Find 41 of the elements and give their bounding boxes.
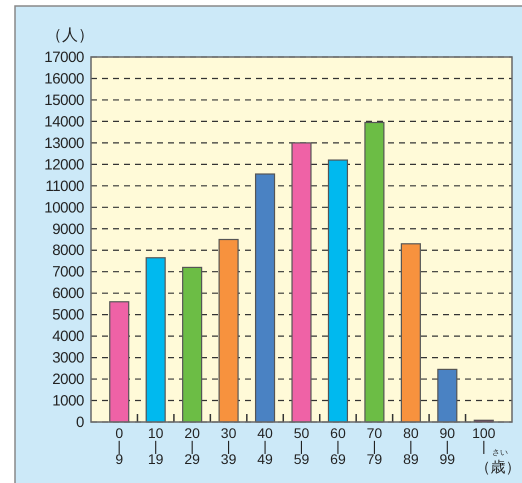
y-tick-label: 11000 [45, 178, 84, 195]
y-tick-label: 17000 [44, 49, 84, 66]
text: さい [492, 448, 508, 457]
bar [364, 122, 384, 423]
y-tick-label: 8000 [52, 242, 84, 260]
bar [218, 238, 239, 423]
bar [254, 173, 276, 423]
x-tick-label: 60 | 69 [330, 425, 346, 467]
y-tick-label: 0 [76, 414, 84, 431]
y-tick-label: 3000 [52, 350, 84, 367]
y-tick-label: 5000 [52, 306, 84, 324]
y-axis-title: （人） [46, 27, 94, 44]
y-tick-label: 2000 [52, 371, 84, 388]
x-tick-label: 20 | 29 [184, 425, 200, 467]
x-tick-label: 10 | 19 [148, 425, 164, 467]
bar [146, 257, 166, 423]
y-tick-label: 14000 [44, 113, 84, 130]
y-tick-label: 1000 [52, 392, 84, 410]
bar [328, 159, 348, 423]
x-tick-label: 0 | 9 [115, 425, 124, 467]
bar [291, 142, 312, 423]
x-tick-label: 90 | 99 [440, 425, 456, 467]
x-tick-label: 40 | 49 [257, 425, 274, 467]
y-tick-label: 4000 [52, 328, 84, 346]
x-tick-label: 80 | 89 [403, 425, 419, 467]
y-tick-label: 9000 [52, 220, 84, 238]
y-tick-label: 15000 [44, 92, 84, 109]
bar [437, 368, 458, 423]
x-tick-label: 30 | 39 [220, 425, 237, 467]
x-tick-label: 50 | 59 [294, 425, 310, 467]
y-tick-label: 16000 [44, 70, 84, 88]
y-tick-label: 13000 [44, 134, 84, 152]
y-tick-label: 10000 [44, 199, 84, 216]
bar [182, 266, 202, 423]
x-tick-label: 70 | 79 [366, 425, 382, 467]
x-axis-title: （歳） [476, 459, 520, 476]
bar [400, 243, 421, 423]
bar [109, 301, 130, 423]
y-tick-label: 12000 [44, 156, 84, 174]
y-tick-label: 6000 [52, 285, 84, 302]
y-tick-label: 7000 [52, 264, 84, 281]
